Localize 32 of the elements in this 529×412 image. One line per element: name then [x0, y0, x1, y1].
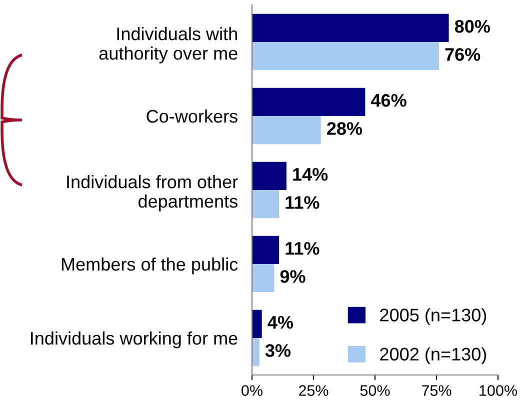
y-tick-label: Individuals from other departments: [67, 175, 238, 212]
text: 11%: [286, 196, 320, 209]
x-tick-label: 100%: [480, 385, 517, 396]
x-tick-label: 0%: [242, 385, 262, 396]
bar: [252, 264, 274, 292]
text: 11%: [286, 242, 320, 255]
bar: [252, 162, 286, 190]
x-tick-label: 50%: [360, 385, 390, 396]
text: 3%: [265, 344, 291, 357]
text: 9%: [280, 270, 306, 283]
bar: [252, 116, 321, 144]
bar: [252, 14, 449, 42]
text: 80%: [454, 20, 490, 33]
bar: [252, 190, 280, 218]
text: 4%: [268, 316, 294, 329]
y-tick-label: Members of the public: [62, 257, 238, 274]
y-tick-label: Individuals working for me: [31, 331, 238, 348]
text: 28%: [327, 122, 362, 135]
bar: [252, 310, 262, 338]
text: 14%: [293, 168, 328, 181]
y-tick-label: Co-workers: [146, 109, 238, 123]
y-tick-label: Individuals with authority over me: [99, 27, 238, 64]
text: 76%: [445, 48, 480, 61]
bar: [252, 338, 260, 366]
bar: [252, 88, 366, 116]
bar: [252, 42, 439, 70]
legend-label: 2005 (n=130): [380, 308, 486, 326]
x-tick-label: 75%: [422, 385, 452, 396]
x-tick-label: 25%: [298, 385, 328, 396]
text: 46%: [370, 94, 406, 107]
legend-label: 2002 (n=130): [380, 347, 486, 364]
bar: [252, 236, 280, 264]
